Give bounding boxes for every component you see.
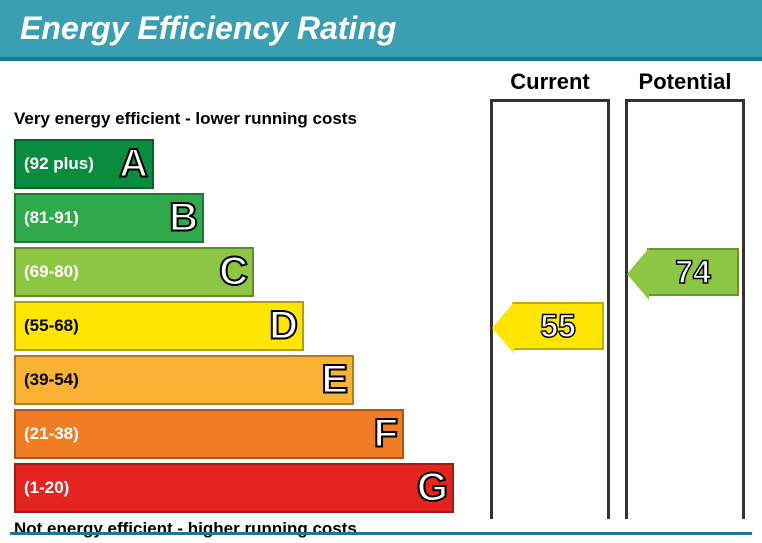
page-title: Energy Efficiency Rating [0, 0, 762, 61]
band-letter-g: G [417, 466, 448, 511]
band-row-d: (55-68) D [14, 301, 454, 351]
column-box-potential [625, 99, 745, 519]
band-bar-b: (81-91) B [14, 193, 204, 243]
band-range-a: (92 plus) [24, 154, 94, 174]
band-letter-c: C [219, 250, 248, 295]
subtitle-bottom: Not energy efficient - higher running co… [14, 519, 357, 539]
band-letter-d: D [269, 304, 298, 349]
column-header-current: Current [490, 69, 610, 95]
pointer-current-value: 55 [540, 308, 576, 345]
pointer-potential: 74 [647, 248, 739, 296]
band-range-e: (39-54) [24, 370, 79, 390]
band-range-f: (21-38) [24, 424, 79, 444]
subtitle-top: Very energy efficient - lower running co… [14, 109, 357, 129]
band-letter-e: E [321, 358, 348, 403]
pointer-current: 55 [512, 302, 604, 350]
band-bar-a: (92 plus) A [14, 139, 154, 189]
band-row-a: (92 plus) A [14, 139, 454, 189]
band-row-b: (81-91) B [14, 193, 454, 243]
band-row-g: (1-20) G [14, 463, 454, 513]
band-range-d: (55-68) [24, 316, 79, 336]
band-range-b: (81-91) [24, 208, 79, 228]
band-row-e: (39-54) E [14, 355, 454, 405]
bottom-divider [10, 532, 752, 535]
band-row-c: (69-80) C [14, 247, 454, 297]
pointer-potential-value: 74 [675, 254, 711, 291]
band-bar-e: (39-54) E [14, 355, 354, 405]
band-bar-c: (69-80) C [14, 247, 254, 297]
band-range-c: (69-80) [24, 262, 79, 282]
band-bar-g: (1-20) G [14, 463, 454, 513]
column-header-potential: Potential [625, 69, 745, 95]
band-bar-f: (21-38) F [14, 409, 404, 459]
band-letter-b: B [169, 196, 198, 241]
band-letter-a: A [119, 142, 148, 187]
band-letter-f: F [374, 412, 398, 457]
band-bar-d: (55-68) D [14, 301, 304, 351]
band-row-f: (21-38) F [14, 409, 454, 459]
bands-container: (92 plus) A (81-91) B (69-80) C (55-68) D (39-54… [14, 139, 454, 517]
band-range-g: (1-20) [24, 478, 69, 498]
